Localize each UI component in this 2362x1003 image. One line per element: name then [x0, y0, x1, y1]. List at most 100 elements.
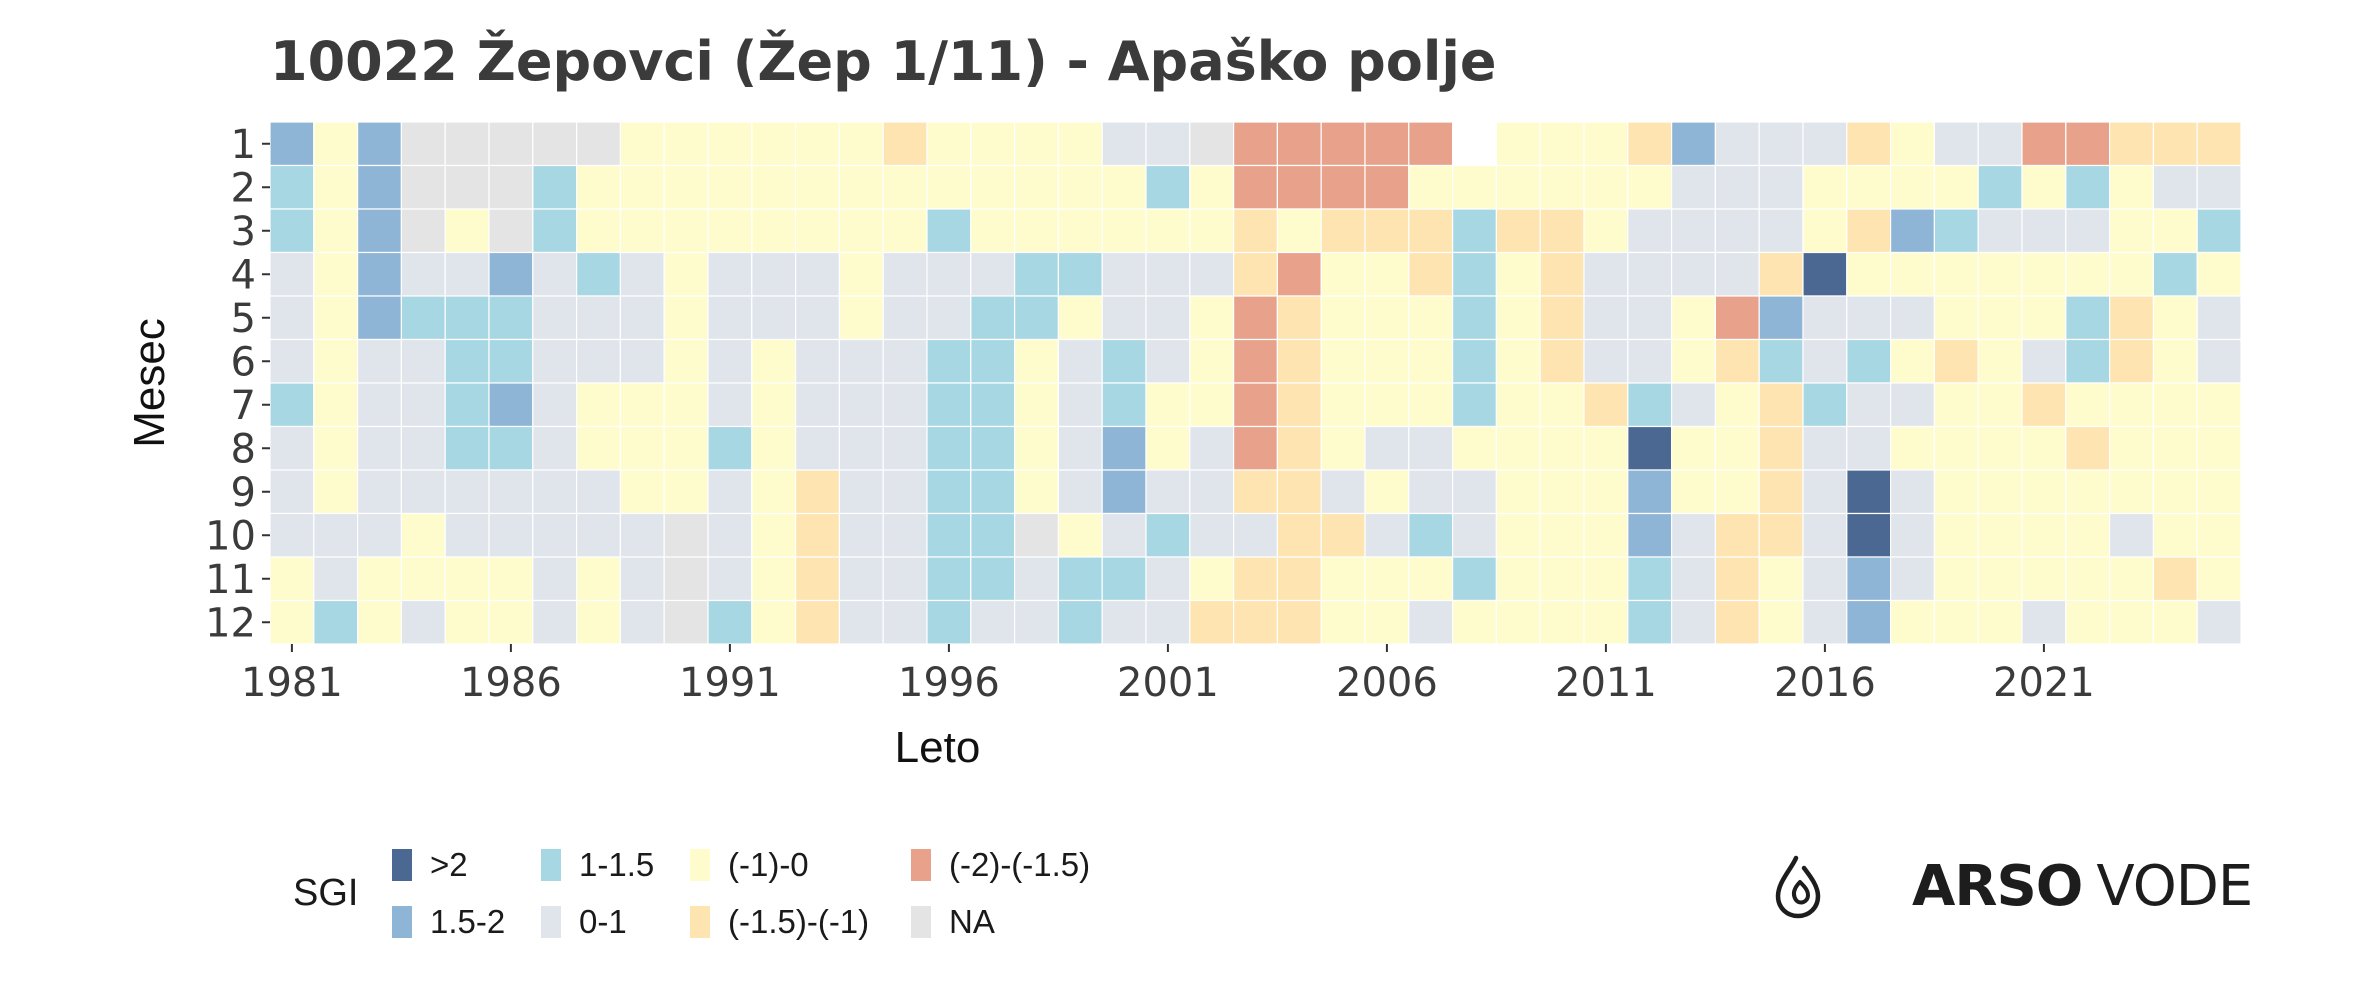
- heatmap-cell: [1539, 208, 1585, 254]
- heatmap-cell: [269, 425, 315, 471]
- heatmap-cell: [1408, 599, 1454, 645]
- heatmap-cell: [1758, 338, 1804, 384]
- heatmap-cell: [488, 121, 534, 167]
- heatmap-cell: [1583, 295, 1629, 341]
- heatmap-cell: [1977, 425, 2023, 471]
- heatmap-cell: [1583, 382, 1629, 428]
- heatmap-cell: [2152, 164, 2198, 210]
- heatmap-cell: [1364, 382, 1410, 428]
- heatmap-cell: [2065, 251, 2111, 297]
- heatmap-cell: [1408, 382, 1454, 428]
- heatmap-cell: [2065, 599, 2111, 645]
- legend-swatch: [690, 906, 710, 938]
- heatmap-cell: [838, 382, 884, 428]
- heatmap-cell: [751, 251, 797, 297]
- heatmap-cell: [2021, 599, 2067, 645]
- heatmap-cell: [2196, 382, 2242, 428]
- heatmap-cell: [1495, 512, 1541, 558]
- heatmap-cell: [1758, 208, 1804, 254]
- heatmap-cell: [1057, 382, 1103, 428]
- y-axis-title: Mesec: [125, 318, 174, 448]
- heatmap-cell: [488, 469, 534, 515]
- heatmap-cell: [2196, 469, 2242, 515]
- heatmap-cell: [532, 469, 578, 515]
- heatmap-cell: [1802, 251, 1848, 297]
- heatmap-cell: [1145, 295, 1191, 341]
- heatmap-cell: [1495, 599, 1541, 645]
- heatmap-cell: [400, 121, 446, 167]
- heatmap-cell: [1320, 251, 1366, 297]
- heatmap-cell: [707, 251, 753, 297]
- heatmap-cell: [619, 425, 665, 471]
- heatmap-cell: [444, 599, 490, 645]
- heatmap-cell: [575, 382, 621, 428]
- heatmap-cell: [1013, 425, 1059, 471]
- heatmap-cell: [400, 425, 446, 471]
- heatmap-cell: [1846, 382, 1892, 428]
- heatmap-cell: [1714, 382, 1760, 428]
- heatmap-cell: [532, 556, 578, 602]
- heatmap-cell: [838, 208, 884, 254]
- heatmap-cell: [1933, 164, 1979, 210]
- heatmap-cell: [1583, 425, 1629, 471]
- heatmap-cell: [794, 164, 840, 210]
- x-axis-title: Leto: [895, 723, 981, 772]
- heatmap-cell: [1583, 164, 1629, 210]
- heatmap-cell: [619, 512, 665, 558]
- heatmap-cell: [2152, 469, 2198, 515]
- water-drop-icon: [1775, 855, 1821, 919]
- heatmap-cell: [1101, 382, 1147, 428]
- heatmap-cell: [1846, 295, 1892, 341]
- heatmap-cell: [1276, 251, 1322, 297]
- heatmap-cell: [357, 599, 403, 645]
- heatmap-cell: [1189, 208, 1235, 254]
- heatmap-cell: [751, 164, 797, 210]
- heatmap-cell: [751, 599, 797, 645]
- heatmap-cell: [400, 512, 446, 558]
- heatmap-cell: [2152, 425, 2198, 471]
- heatmap-cell: [1889, 599, 1935, 645]
- legend-swatch: [541, 906, 561, 938]
- heatmap-cell: [1977, 164, 2023, 210]
- heatmap-cell: [1670, 208, 1716, 254]
- heatmap-cell: [1408, 295, 1454, 341]
- heatmap-cell: [1013, 164, 1059, 210]
- heatmap-cell: [1758, 251, 1804, 297]
- heatmap-cell: [357, 121, 403, 167]
- heatmap-cell: [1977, 512, 2023, 558]
- heatmap-cell: [488, 425, 534, 471]
- y-tick-label: 9: [231, 470, 256, 516]
- heatmap-cell: [1758, 599, 1804, 645]
- heatmap-cell: [1232, 556, 1278, 602]
- heatmap-cell: [1057, 469, 1103, 515]
- heatmap-cell: [794, 512, 840, 558]
- legend-item-na: NA: [911, 903, 995, 941]
- heatmap-cell: [1101, 251, 1147, 297]
- heatmap-cell: [1451, 164, 1497, 210]
- heatmap-cell: [1408, 251, 1454, 297]
- heatmap-cell: [1583, 512, 1629, 558]
- heatmap-cell: [1889, 295, 1935, 341]
- heatmap-cell: [882, 425, 928, 471]
- y-tick-label: 4: [231, 252, 256, 298]
- heatmap-cell: [1977, 556, 2023, 602]
- heatmap-cell: [2109, 121, 2155, 167]
- heatmap-cell: [1232, 599, 1278, 645]
- heatmap-cell: [751, 382, 797, 428]
- heatmap-cell: [1714, 469, 1760, 515]
- heatmap-cell: [1758, 512, 1804, 558]
- heatmap-cell: [1933, 382, 1979, 428]
- heatmap-cell: [1802, 382, 1848, 428]
- heatmap-cell: [313, 164, 359, 210]
- heatmap-cell: [970, 425, 1016, 471]
- heatmap-cell: [488, 512, 534, 558]
- heatmap-cell: [970, 251, 1016, 297]
- heatmap-cell: [1013, 208, 1059, 254]
- heatmap-cell: [970, 469, 1016, 515]
- heatmap-cell: [1889, 251, 1935, 297]
- legend-label: 1-1.5: [579, 846, 655, 883]
- heatmap-cell: [926, 512, 972, 558]
- heatmap-cell: [1933, 425, 1979, 471]
- heatmap-cell: [1539, 425, 1585, 471]
- heatmap-cell: [707, 556, 753, 602]
